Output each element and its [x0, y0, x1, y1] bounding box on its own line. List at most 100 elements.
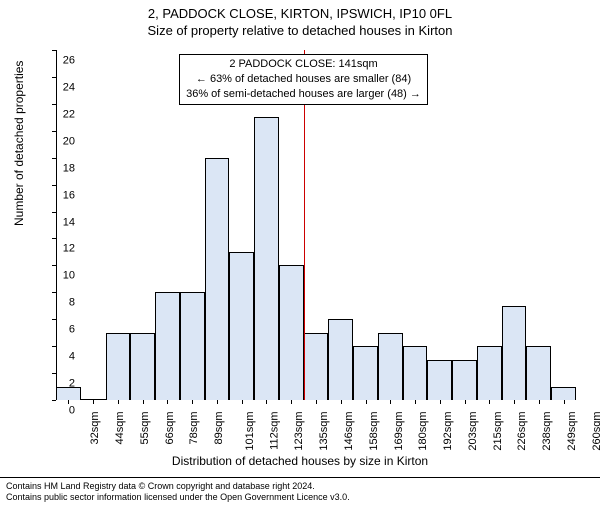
- x-tick-label: 249sqm: [567, 412, 578, 451]
- y-tick-mark: [52, 346, 56, 347]
- x-tick-label: 158sqm: [369, 412, 380, 451]
- y-tick-label: 18: [51, 163, 75, 174]
- bar: [130, 333, 155, 400]
- x-tick-label: 215sqm: [493, 412, 504, 451]
- x-tick-mark: [415, 400, 416, 404]
- y-tick-mark: [52, 77, 56, 78]
- y-tick-mark: [52, 265, 56, 266]
- x-axis-label: Distribution of detached houses by size …: [0, 454, 600, 468]
- y-tick-mark: [52, 400, 56, 401]
- x-tick-label: 238sqm: [542, 412, 553, 451]
- x-tick-label: 203sqm: [468, 412, 479, 451]
- bar: [304, 333, 329, 400]
- footer-line-2: Contains public sector information licen…: [6, 492, 594, 503]
- y-tick-label: 6: [51, 325, 75, 336]
- x-tick-mark: [266, 400, 267, 404]
- x-tick-label: 169sqm: [394, 412, 405, 451]
- y-tick-mark: [52, 50, 56, 51]
- chart-area: 32sqm44sqm55sqm66sqm78sqm89sqm101sqm112s…: [56, 50, 576, 400]
- x-tick-label: 78sqm: [189, 412, 200, 445]
- bar: [353, 346, 378, 400]
- title-main: 2, PADDOCK CLOSE, KIRTON, IPSWICH, IP10 …: [0, 6, 600, 21]
- annotation-box: 2 PADDOCK CLOSE: 141sqm← 63% of detached…: [179, 54, 428, 105]
- y-tick-label: 24: [51, 82, 75, 93]
- x-tick-mark: [514, 400, 515, 404]
- x-tick-label: 66sqm: [165, 412, 176, 445]
- x-tick-label: 146sqm: [344, 412, 355, 451]
- bar: [452, 360, 477, 400]
- x-tick-label: 89sqm: [214, 412, 225, 445]
- x-tick-label: 44sqm: [115, 412, 126, 445]
- bar: [279, 265, 304, 400]
- y-tick-mark: [52, 292, 56, 293]
- x-tick-mark: [316, 400, 317, 404]
- y-tick-label: 2: [51, 379, 75, 390]
- x-tick-label: 112sqm: [269, 412, 280, 450]
- y-tick-label: 12: [51, 244, 75, 255]
- bar: [502, 306, 527, 400]
- title-sub: Size of property relative to detached ho…: [0, 23, 600, 38]
- x-tick-label: 123sqm: [295, 412, 306, 451]
- y-tick-mark: [52, 104, 56, 105]
- bar: [229, 252, 254, 400]
- x-tick-mark: [440, 400, 441, 404]
- x-tick-mark: [465, 400, 466, 404]
- bar: [551, 387, 576, 400]
- footer: Contains HM Land Registry data © Crown c…: [0, 477, 600, 506]
- bar: [378, 333, 403, 400]
- bar: [155, 292, 180, 400]
- bar: [106, 333, 131, 400]
- x-tick-label: 135sqm: [319, 412, 330, 451]
- x-tick-mark: [291, 400, 292, 404]
- y-tick-label: 4: [51, 352, 75, 363]
- x-tick-mark: [242, 400, 243, 404]
- y-tick-label: 26: [51, 56, 75, 67]
- x-tick-label: 226sqm: [517, 412, 528, 451]
- x-tick-mark: [167, 400, 168, 404]
- y-tick-label: 8: [51, 298, 75, 309]
- y-tick-mark: [52, 158, 56, 159]
- x-tick-mark: [68, 400, 69, 404]
- x-tick-mark: [390, 400, 391, 404]
- x-tick-mark: [366, 400, 367, 404]
- footer-line-1: Contains HM Land Registry data © Crown c…: [6, 481, 594, 492]
- annotation-line: 2 PADDOCK CLOSE: 141sqm: [186, 57, 421, 72]
- y-tick-mark: [52, 238, 56, 239]
- x-tick-mark: [118, 400, 119, 404]
- bar: [427, 360, 452, 400]
- x-tick-label: 180sqm: [418, 412, 429, 451]
- y-tick-label: 20: [51, 136, 75, 147]
- x-tick-mark: [341, 400, 342, 404]
- bar: [328, 319, 353, 400]
- y-tick-mark: [52, 319, 56, 320]
- x-tick-mark: [192, 400, 193, 404]
- bar: [254, 117, 279, 400]
- y-tick-mark: [52, 131, 56, 132]
- x-tick-mark: [143, 400, 144, 404]
- x-tick-label: 101sqm: [245, 412, 256, 451]
- y-axis-label: Number of detached properties: [12, 61, 26, 226]
- y-tick-label: 22: [51, 109, 75, 120]
- y-tick-label: 0: [51, 406, 75, 417]
- x-tick-mark: [539, 400, 540, 404]
- x-tick-mark: [217, 400, 218, 404]
- bar: [180, 292, 205, 400]
- y-tick-mark: [52, 185, 56, 186]
- annotation-line: ← 63% of detached houses are smaller (84…: [186, 72, 421, 87]
- x-tick-label: 55sqm: [140, 412, 151, 445]
- x-tick-label: 260sqm: [592, 412, 600, 451]
- bar: [205, 158, 230, 400]
- x-tick-label: 192sqm: [443, 412, 454, 451]
- x-tick-mark: [93, 400, 94, 404]
- x-tick-mark: [489, 400, 490, 404]
- y-tick-label: 14: [51, 217, 75, 228]
- x-tick-label: 32sqm: [90, 412, 101, 445]
- y-tick-mark: [52, 373, 56, 374]
- y-tick-label: 10: [51, 271, 75, 282]
- y-tick-label: 16: [51, 190, 75, 201]
- bar: [477, 346, 502, 400]
- x-tick-mark: [564, 400, 565, 404]
- annotation-line: 36% of semi-detached houses are larger (…: [186, 87, 421, 102]
- bar: [526, 346, 551, 400]
- bar: [403, 346, 428, 400]
